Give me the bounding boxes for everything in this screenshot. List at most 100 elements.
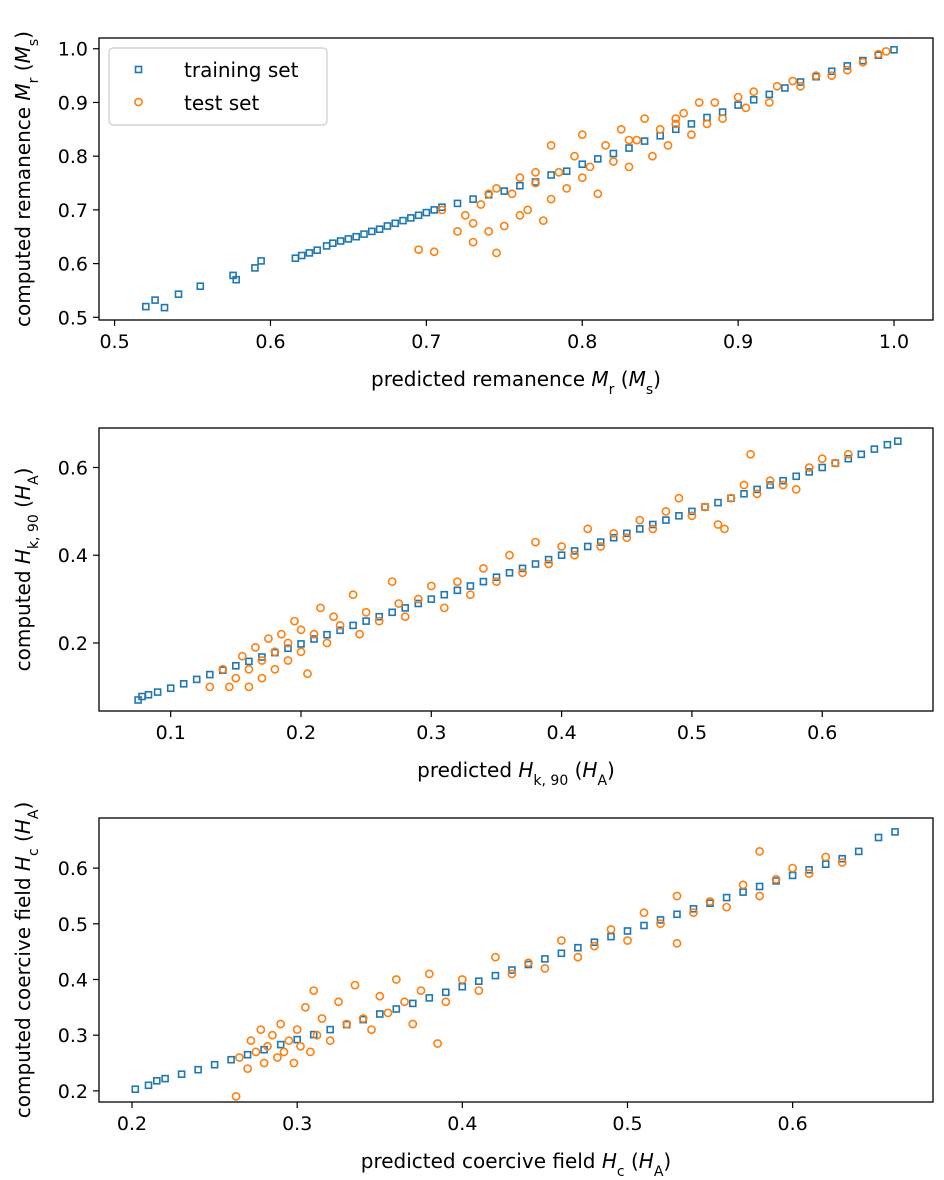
test-point (391, 975, 401, 984)
x-tick-label: 0.1 (156, 722, 186, 744)
training-point (414, 599, 423, 608)
x-tick-label: 0.3 (282, 1113, 312, 1135)
training-point (375, 612, 384, 621)
legend-frame (108, 47, 328, 126)
training-point (596, 538, 605, 546)
training-point (414, 211, 423, 220)
training-point (492, 573, 501, 582)
training-point (349, 621, 357, 630)
test-point (244, 682, 254, 692)
test-point (468, 218, 478, 228)
test-point (531, 178, 540, 188)
training-point (578, 160, 587, 168)
test-point (374, 616, 384, 626)
test-point (263, 634, 273, 643)
training-point (541, 955, 549, 963)
test-point (205, 682, 215, 692)
test-point (623, 936, 632, 945)
y-tick-label: 1.0 (58, 39, 88, 61)
test-point (557, 542, 566, 551)
training-point (755, 882, 764, 891)
training-point (474, 977, 483, 986)
test-point (439, 603, 449, 613)
test-point (570, 550, 579, 560)
test-point (478, 564, 488, 573)
training-point (640, 137, 649, 145)
y-tick-label: 0.3 (58, 1025, 88, 1047)
x-tick-label: 0.6 (255, 331, 285, 353)
y-tick-label: 0.4 (58, 545, 88, 567)
training-point (243, 1050, 252, 1059)
test-point (616, 124, 626, 134)
legend-test-marker (134, 97, 143, 107)
test-point (590, 941, 599, 951)
test-point (507, 969, 517, 979)
test-point (284, 1036, 294, 1046)
test-point (426, 581, 436, 591)
test-point (837, 858, 847, 867)
y-tick-label: 0.9 (58, 92, 88, 114)
test-point (771, 874, 781, 884)
training-point (144, 690, 153, 699)
test-point (577, 173, 587, 183)
training-point (177, 1070, 186, 1078)
training-point (441, 988, 450, 997)
test-point (843, 449, 853, 459)
training-point (531, 560, 540, 568)
test-point (283, 656, 293, 665)
test-point (674, 493, 684, 503)
training-point (408, 999, 417, 1008)
test-point (460, 210, 470, 220)
test-point (250, 643, 260, 652)
test-point (259, 1058, 269, 1068)
training-point (518, 564, 527, 573)
test-point (687, 511, 697, 521)
training-point (491, 971, 500, 980)
training-point (297, 640, 305, 648)
training-point (362, 617, 370, 625)
training-point (276, 1040, 285, 1049)
test-point (505, 550, 514, 560)
test-point (804, 463, 814, 472)
training-point (857, 450, 866, 459)
test-point (538, 216, 548, 225)
test-point (609, 157, 618, 166)
test-point (585, 162, 595, 172)
training-point (367, 227, 376, 236)
test-point (484, 226, 494, 236)
test-point (679, 108, 688, 118)
training-point (479, 577, 488, 586)
training-point (874, 833, 883, 842)
test-point (325, 1036, 335, 1046)
training-point (609, 149, 618, 158)
test-point (296, 647, 306, 657)
test-point (367, 1025, 376, 1034)
test-point (361, 607, 371, 617)
training-point (671, 125, 680, 134)
test-point (296, 625, 306, 635)
test-point (741, 103, 751, 113)
training-point (326, 1025, 335, 1034)
test-point (257, 656, 267, 665)
test-point (457, 975, 467, 984)
panel-coercive: 0.2 0.3 0.4 0.5 0.6 0.2 0.3 0.4 0.5 0.6 predicted … (11, 802, 934, 1180)
test-point (263, 1041, 272, 1051)
test-point (746, 449, 755, 459)
legend: training set test set (108, 47, 328, 126)
training-point (344, 235, 353, 243)
test-point (573, 952, 583, 962)
test-point (531, 537, 540, 547)
training-point (562, 167, 571, 175)
training-point (210, 1060, 219, 1069)
test-point (733, 92, 743, 102)
test-point (270, 664, 280, 674)
test-point (639, 908, 649, 918)
test-point (858, 57, 868, 67)
training-point (625, 144, 633, 152)
training-point (688, 507, 696, 516)
training-point (805, 468, 814, 476)
test-point (300, 1002, 310, 1012)
x-tick-label: 0.2 (286, 722, 316, 744)
test-point (827, 71, 837, 80)
test-point (557, 936, 566, 945)
